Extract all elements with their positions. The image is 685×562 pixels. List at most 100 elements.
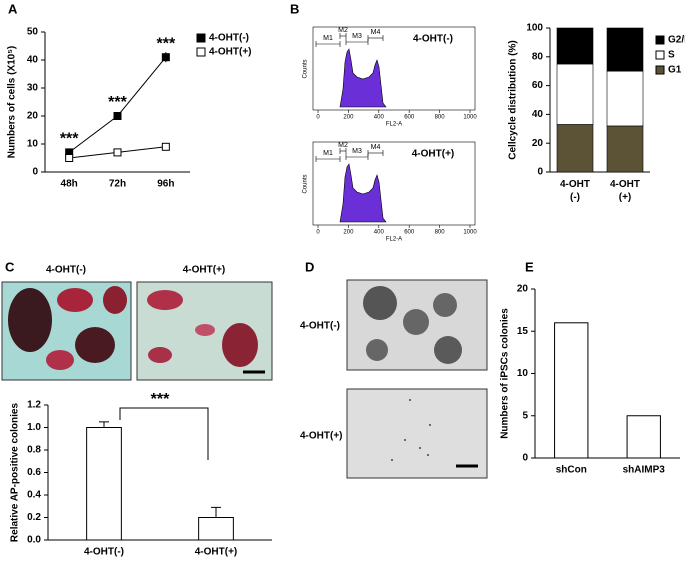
gate-label: M1 [323,35,333,42]
y-tick-label: 0.8 [27,445,41,456]
gate-label: M2 [338,27,348,34]
panel-label: B [290,1,299,16]
photo [346,279,488,479]
x-tick-label: 4-OHT(+) [195,547,238,558]
y-tick-label: 0 [522,453,528,464]
flow-frame [312,141,476,226]
annotation: *** [108,94,127,111]
legend-label: 4-OHT(+) [209,47,252,58]
gate-label: M4 [371,144,381,151]
marker [113,148,122,157]
y-tick-label: 0 [32,167,38,178]
y-axis-label: Counts [303,174,309,193]
bar [86,427,122,541]
bar-segment [606,125,644,173]
y-tick-label: 1.2 [27,400,41,411]
y-tick-label: 1.0 [27,422,41,433]
y-tick-label: 0 [537,167,543,178]
panel-label: D [305,259,314,274]
x-tick-label: 1000 [463,230,477,236]
image-label: 4-OHT(+) [183,265,226,276]
x-tick-label: 96h [157,179,174,190]
x-tick-label: shAIMP3 [623,465,666,476]
bar-segment [556,124,594,173]
x-tick-label: 200 [343,115,354,121]
image-label: 4-OHT(-) [46,265,86,276]
legend-label: 4-OHT(-) [209,33,249,44]
x-tick-label: 4-OHT (+) [610,179,640,203]
legend-marker [655,50,665,60]
gate-label: M2 [338,142,348,149]
annotation: *** [151,391,170,408]
y-axis-label: Numbers of cells (X10⁵) [7,46,18,159]
bar-segment [606,70,644,127]
y-tick-label: 0.4 [27,490,41,501]
y-tick-label: 10 [27,139,39,150]
image-label: 4-OHT(+) [300,431,343,442]
y-axis-label: Numbers of iPSCs colonies [500,308,511,439]
y-tick-label: 100 [526,23,543,34]
gate-label: M3 [352,33,362,40]
x-axis-label: FL2-A [386,122,402,128]
x-tick-label: 600 [404,115,415,121]
marker [113,112,122,120]
panel-label: C [5,259,15,274]
y-tick-label: 80 [532,51,544,62]
x-tick-label: 48h [61,179,78,190]
flow-plot: M1 M2 M3 M4 4-OHT(+) 0 200 400 600 800 1000 FL2-A Co… [303,141,477,243]
panel-label: A [8,1,18,16]
image-label: 4-OHT(-) [300,321,340,332]
legend-label: G1 [668,65,682,76]
y-axis-label: Relative AP-positive colonies [10,403,21,543]
x-axis-label: FL2-A [386,237,402,243]
bar-segment [556,63,594,125]
y-tick-label: 0.6 [27,467,41,478]
y-axis-label: Counts [303,59,309,78]
gate-label: M3 [352,148,362,155]
flow-plot: M1 M2 M3 M4 4-OHT(-) 0 200 400 600 800 1000 FL2-A Co… [303,26,477,128]
annotation: *** [60,131,79,148]
x-tick-label: 200 [343,230,354,236]
bar-segment [556,27,594,65]
bar [198,517,234,541]
gate-label: M4 [371,29,381,36]
x-tick-label: 72h [109,179,126,190]
y-tick-label: 0.0 [27,535,41,546]
y-tick-label: 60 [532,80,544,91]
legend-label: G2/M [668,35,685,46]
y-tick-label: 5 [522,410,528,421]
y-tick-label: 15 [517,326,529,337]
marker [161,142,170,151]
y-tick-label: 40 [27,55,39,66]
bar-segment [606,27,644,72]
x-tick-label: shCon [556,465,587,476]
x-tick-label: 0 [316,115,320,121]
y-axis-label: Cellcycle distribution (%) [508,40,519,159]
y-tick-label: 40 [532,109,544,120]
y-tick-label: 50 [27,27,39,38]
legend-marker [655,35,665,45]
panel-label: E [525,259,534,274]
legend-marker [196,33,206,43]
y-tick-label: 20 [532,138,544,149]
y-tick-label: 30 [27,83,39,94]
x-tick-label: 0 [316,230,320,236]
x-tick-label: 4-OHT(-) [84,547,124,558]
flow-sample-label: 4-OHT(-) [413,34,453,45]
flow-frame [312,26,476,111]
x-tick-label: 400 [374,230,385,236]
y-tick-label: 0.2 [27,512,41,523]
flow-histogram [339,48,387,108]
x-tick-label: 800 [435,115,446,121]
bar [554,322,589,459]
x-tick-label: 600 [404,230,415,236]
x-tick-label: 400 [374,115,385,121]
legend-marker [655,65,665,75]
flow-sample-label: 4-OHT(+) [412,149,455,160]
photo [1,281,273,381]
y-tick-label: 20 [27,111,39,122]
bracket [119,407,209,460]
y-tick-label: 10 [517,368,529,379]
